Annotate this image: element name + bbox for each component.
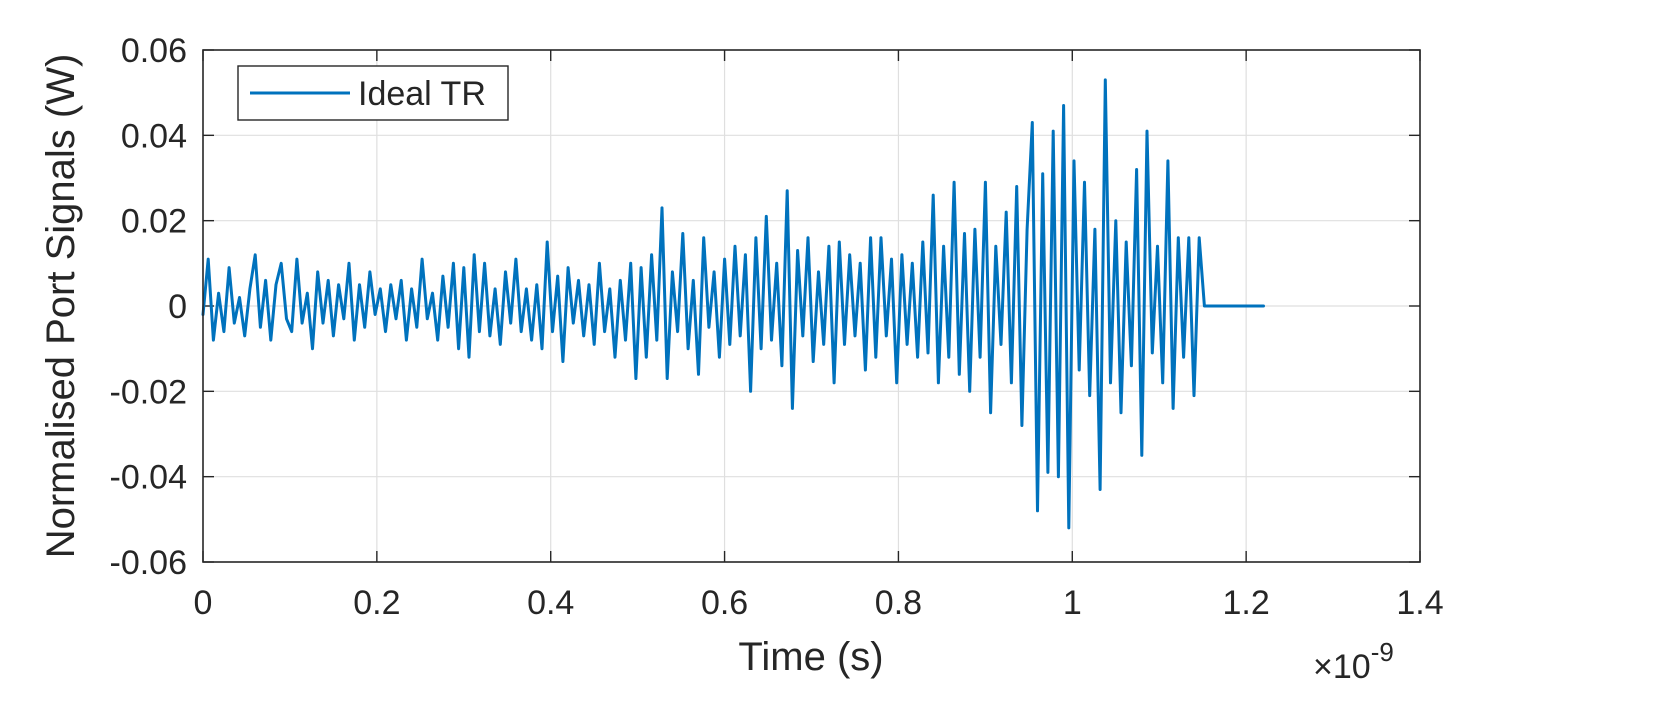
y-tick-label: 0.04: [121, 117, 187, 155]
y-tick-label: -0.02: [110, 373, 188, 411]
y-tick-labels: -0.06 -0.04 -0.02 0 0.02 0.04 0.06: [110, 32, 188, 582]
x-tick-label: 1.2: [1223, 584, 1270, 622]
x-axis-label: Time (s): [738, 635, 883, 679]
x-axis-exponent-power: -9: [1371, 637, 1394, 667]
y-tick-label: 0.02: [121, 203, 187, 241]
x-tick-label: 1: [1063, 584, 1082, 622]
x-tick-label: 0.2: [353, 584, 400, 622]
x-tick-label: 1.4: [1396, 584, 1443, 622]
y-tick-label: 0.06: [121, 32, 187, 70]
y-tick-label: -0.06: [110, 544, 188, 582]
x-axis-exponent-base: ×10: [1313, 648, 1371, 686]
x-tick-label: 0.4: [527, 584, 574, 622]
x-axis-exponent: ×10-9: [1313, 637, 1394, 686]
y-tick-label: -0.04: [110, 459, 188, 497]
plot-frame: [202, 49, 1421, 563]
y-axis-label: Normalised Port Signals (W): [39, 54, 83, 559]
y-tick-label: 0: [168, 288, 187, 326]
x-tick-label: 0.8: [875, 584, 922, 622]
x-tick-label: 0.6: [701, 584, 748, 622]
series-layer: [201, 78, 1265, 530]
legend-label: Ideal TR: [358, 75, 486, 113]
x-tick-label: 0: [194, 584, 213, 622]
legend: Ideal TR: [237, 65, 509, 121]
x-tick-labels: 0 0.2 0.4 0.6 0.8 1 1.2 1.4: [194, 584, 1444, 622]
series-line-ideal-tr: [201, 78, 1265, 530]
